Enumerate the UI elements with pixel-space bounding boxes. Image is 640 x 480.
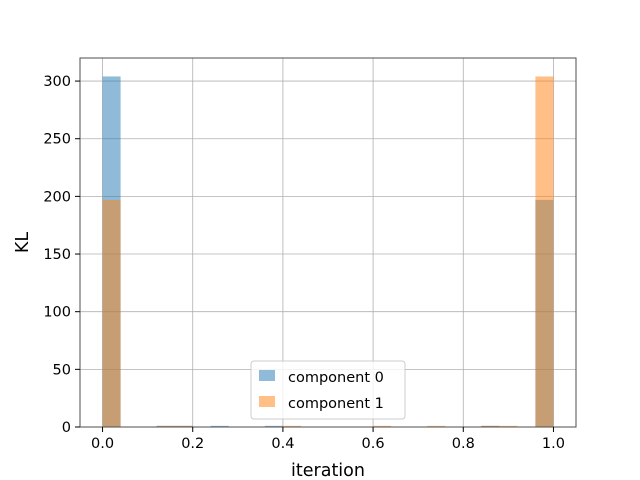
x-tick-label-4: 0.8 <box>452 436 475 452</box>
x-tick-label-3: 0.6 <box>362 436 385 452</box>
bar-series-1-bin-0 <box>102 199 121 427</box>
bar-series-1-bin-3 <box>156 425 175 427</box>
legend-label-component-0: component 0 <box>288 370 384 386</box>
y-tick-label-5: 250 <box>43 132 71 148</box>
legend-box <box>250 360 406 420</box>
x-tick-label-1: 0.2 <box>181 436 204 452</box>
bar-series-0-bin-6 <box>210 425 229 427</box>
bar-series-1-bin-24 <box>535 76 554 427</box>
bar-series-0-bin-9 <box>264 425 283 427</box>
bar-series-1-bin-10 <box>282 425 301 427</box>
legend-swatch-component-1 <box>259 396 275 407</box>
bar-series-1-bin-4 <box>174 425 193 427</box>
bar-series-1-bin-22 <box>499 425 518 427</box>
legend-swatch-component-0 <box>259 370 275 381</box>
y-axis-label: KL <box>13 232 33 253</box>
y-tick-label-3: 150 <box>43 247 71 263</box>
x-tick-label-0: 0.0 <box>91 436 114 452</box>
legend: component 0 component 1 <box>250 360 406 420</box>
y-tick-label-2: 100 <box>43 305 71 321</box>
x-axis-label: iteration <box>291 461 365 480</box>
bar-series-1-bin-15 <box>373 425 392 427</box>
y-tick-label-4: 200 <box>43 189 71 205</box>
legend-label-component-1: component 1 <box>288 396 384 412</box>
bar-series-1-bin-21 <box>481 425 500 427</box>
x-tick-label-2: 0.4 <box>271 436 294 452</box>
plot-frame <box>79 57 577 428</box>
axis-ticks: 0.0 0.2 0.4 0.6 0.8 1.0 0 50 100 150 200 250 300 <box>43 74 565 452</box>
x-tick-label-5: 1.0 <box>542 436 565 452</box>
y-tick-label-0: 0 <box>62 420 71 436</box>
histogram-bars <box>102 76 554 427</box>
y-tick-label-1: 50 <box>53 362 71 378</box>
y-tick-label-6: 300 <box>43 74 71 90</box>
bar-series-1-bin-18 <box>427 425 446 427</box>
